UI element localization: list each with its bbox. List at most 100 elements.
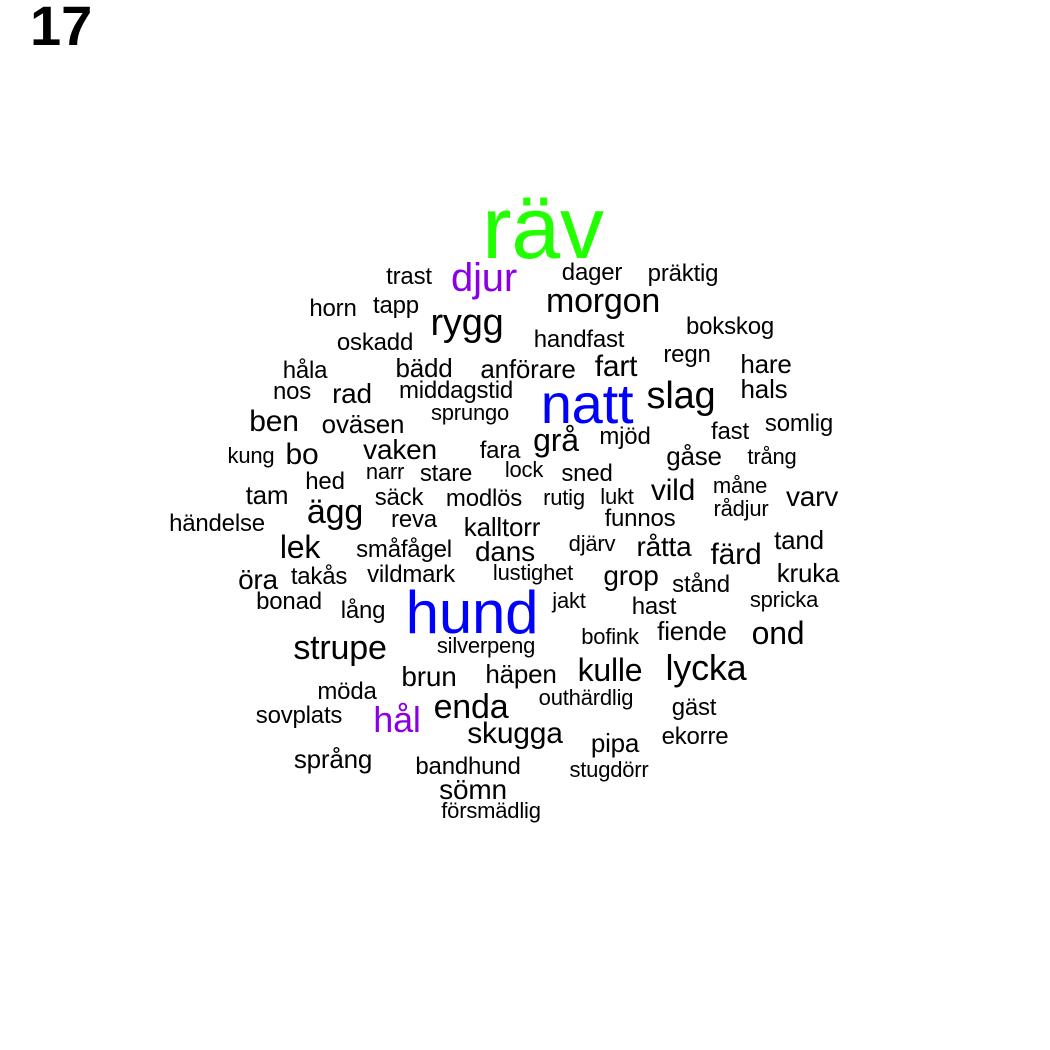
word-räv: räv (482, 178, 604, 277)
word-hed: hed (305, 468, 345, 495)
word-narr: narr (365, 459, 405, 484)
word-natt: natt (540, 372, 634, 435)
word-hål: hål (373, 699, 421, 740)
word-småfågel: småfågel (356, 536, 452, 563)
word-sömn: sömn (439, 774, 507, 805)
word-horn: horn (309, 295, 357, 322)
word-jakt: jakt (552, 588, 586, 613)
word-trång: trång (747, 444, 797, 469)
word-måne: måne (712, 473, 768, 498)
word-lukt: lukt (600, 484, 634, 509)
word-oväsen: oväsen (321, 409, 405, 439)
word-brun: brun (401, 661, 457, 692)
word-strupe: strupe (293, 629, 387, 667)
word-ägg: ägg (306, 493, 364, 531)
word-tand: tand (774, 525, 824, 555)
word-pipa: pipa (590, 728, 640, 758)
word-stånd: stånd (672, 571, 730, 598)
word-vild: vild (650, 474, 696, 507)
word-funnos: funnos (604, 505, 676, 532)
word-reva: reva (391, 506, 437, 533)
word-hast: hast (631, 593, 677, 620)
word-rad: rad (332, 378, 372, 409)
word-mjöd: mjöd (599, 423, 651, 450)
word-hals: hals (740, 374, 788, 404)
word-ond: ond (751, 615, 805, 651)
word-fara: fara (479, 437, 521, 464)
word-trast: trast (386, 263, 432, 290)
word-middagstid: middagstid (398, 377, 514, 404)
word-råtta: råtta (636, 531, 692, 562)
word-grå: grå (533, 422, 579, 458)
word-språng: språng (293, 744, 373, 774)
word-bofink: bofink (581, 624, 639, 649)
word-gåse: gåse (666, 441, 722, 471)
word-spricka: spricka (749, 587, 819, 612)
word-kulle: kulle (577, 652, 643, 688)
word-modlös: modlös (445, 485, 523, 512)
word-möda: möda (317, 678, 377, 705)
word-håla: håla (282, 357, 328, 384)
word-skugga: skugga (467, 717, 563, 750)
word-hund: hund (405, 579, 539, 646)
word-djur: djur (451, 256, 517, 300)
word-bädd: bädd (395, 353, 453, 383)
word-hare: hare (740, 349, 792, 379)
word-stare: stare (419, 460, 473, 487)
word-fiende: fiende (657, 616, 727, 646)
word-lång: lång (340, 597, 386, 624)
word-präktig: präktig (647, 260, 719, 287)
word-rygg: rygg (430, 302, 504, 344)
word-kung: kung (227, 443, 275, 468)
word-bo: bo (285, 438, 319, 471)
word-enda: enda (433, 688, 509, 726)
word-rådjur: rådjur (713, 496, 769, 521)
word-bokskog: bokskog (686, 313, 774, 340)
word-ben: ben (249, 405, 299, 438)
word-fart: fart (594, 350, 638, 383)
word-dager: dager (561, 259, 623, 286)
word-rutig: rutig (543, 485, 585, 510)
word-sprungo: sprungo (430, 400, 510, 425)
word-öra: öra (238, 564, 278, 595)
page-number: 17 (30, 0, 93, 57)
word-ekorre: ekorre (661, 723, 729, 750)
word-händelse: händelse (169, 510, 265, 537)
word-silverpeng: silverpeng (436, 633, 536, 658)
word-stugdörr: stugdörr (569, 757, 649, 782)
word-slag: slag (646, 375, 716, 417)
word-nos: nos (272, 378, 312, 405)
word-tapp: tapp (373, 292, 419, 319)
word-vildmark: vildmark (367, 561, 455, 588)
word-anförare: anförare (480, 354, 576, 384)
word-bandhund: bandhund (415, 753, 521, 780)
word-lustighet: lustighet (492, 560, 574, 585)
word-säck: säck (374, 484, 424, 511)
word-takås: takås (290, 563, 348, 590)
word-morgon: morgon (545, 282, 661, 320)
word-lycka: lycka (665, 647, 747, 688)
word-grop: grop (603, 560, 659, 591)
word-lek: lek (279, 529, 321, 565)
word-somlig: somlig (764, 410, 834, 437)
word-sned: sned (561, 460, 613, 487)
word-sovplats: sovplats (255, 702, 343, 729)
word-regn: regn (663, 341, 711, 368)
word-vaken: vaken (363, 434, 437, 465)
word-kalltorr: kalltorr (463, 512, 541, 542)
word-försmädlig: försmädlig (441, 798, 541, 823)
word-outhärdlig: outhärdlig (538, 685, 634, 710)
word-dans: dans (475, 536, 535, 567)
word-bonad: bonad (256, 588, 322, 615)
word-djärv: djärv (568, 531, 616, 556)
word-färd: färd (710, 538, 762, 571)
word-lock: lock (504, 457, 544, 482)
word-handfast: handfast (533, 326, 625, 353)
word-fast: fast (711, 418, 749, 445)
word-gäst: gäst (671, 694, 717, 721)
word-häpen: häpen (485, 659, 557, 689)
word-kruka: kruka (776, 558, 840, 588)
word-oskadd: oskadd (336, 329, 414, 356)
